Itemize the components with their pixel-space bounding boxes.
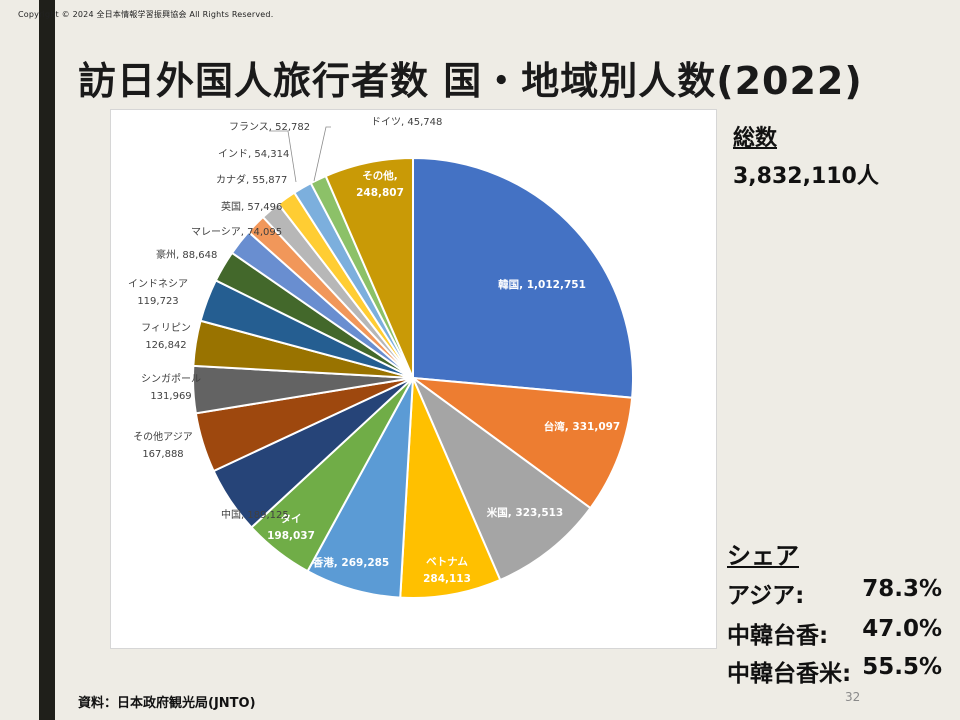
total-value: 3,832,110人 [733,164,879,189]
share-title: シェア [727,542,799,570]
leader-line [313,126,331,182]
page-number: 32 [845,690,861,704]
slide-title: 訪日外国人旅行者数 国・地域別人数(2022) [78,59,863,103]
slice-label: フランス, 52,782 [229,121,310,133]
pie-slice [399,377,502,599]
copyright-notice: Copyright © 2024 全日本情報学習振興協会 All Rights … [18,10,274,19]
pie-chart: 韓国, 1,012,751 台湾, 331,097 米国, 323,513 ベトナム 2… [128,117,634,599]
slice-label: 香港, 269,285 [312,556,389,569]
slice-label: シンガポール 131,969 [141,373,201,402]
pie-slice [324,156,414,379]
slice-label: 英国, 57,496 [221,200,282,213]
slice-label: ベトナム 284,113 [423,556,471,585]
share-label: 中韓台香: [727,623,829,649]
share-value: 55.5% [862,654,942,680]
slice-label: インドネシア 119,723 [128,278,188,307]
leader-line [269,130,297,183]
share-value: 78.3% [862,576,942,602]
slice-label: その他アジア 167,888 [133,430,193,460]
share-label: 中韓台香米: [727,661,852,687]
pie-slice [409,376,634,510]
pie-chart-panel: 韓国, 1,012,751 台湾, 331,097 米国, 323,513 ベトナム 2… [110,109,717,649]
slice-label: 豪州, 88,648 [156,248,217,261]
slice-label: インド, 54,314 [218,149,289,160]
slice-label: 米国, 323,513 [486,506,563,519]
pie-slice [410,375,592,582]
slice-label: その他, 248,807 [356,169,404,199]
slice-label: 台湾, 331,097 [544,420,620,433]
left-accent-bar [39,0,55,720]
slice-label: マレーシア, 74,095 [191,227,282,238]
source-note: 資料：日本政府観光局(JNTO) [78,696,256,711]
slice-label: ドイツ, 45,748 [371,117,442,128]
total-label: 総数 [733,126,778,151]
share-value: 47.0% [862,616,942,642]
slice-label: 韓国, 1,012,751 [498,278,586,291]
slice-label: タイ 198,037 [267,513,315,542]
slice-label: 中国, 189,125 [221,508,289,521]
share-label: アジア: [727,583,805,609]
pie-slice [412,156,634,399]
slice-label: カナダ, 55,877 [216,173,287,186]
slice-label: フィリピン 126,842 [141,322,191,351]
